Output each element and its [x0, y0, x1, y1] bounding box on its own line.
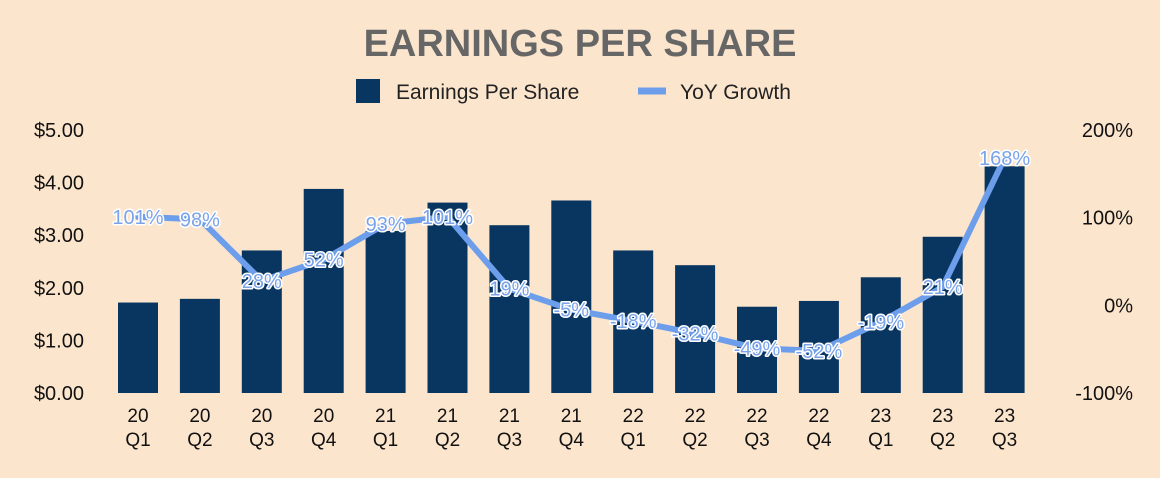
category-label-quarter: Q4 — [559, 430, 585, 451]
left-tick-label: $1.00 — [34, 330, 84, 352]
yoy-point-label: 168% — [979, 148, 1030, 170]
category-label-quarter: Q1 — [125, 430, 150, 451]
eps-bar — [551, 200, 592, 393]
category-label-quarter: Q2 — [682, 430, 707, 451]
left-axis-ticks: $0.00 $1.00 $2.00 $3.00 $4.00 $5.00 — [34, 120, 84, 405]
category-label-year: 23 — [994, 406, 1015, 427]
yoy-point-label: -52% — [796, 341, 843, 363]
yoy-point-label: -49% — [734, 338, 781, 360]
category-label-quarter: Q3 — [744, 430, 769, 451]
chart-title: EARNINGS PER SHARE — [364, 23, 797, 65]
eps-bars — [118, 166, 1025, 393]
legend: Earnings Per Share YoY Growth — [356, 79, 791, 104]
category-label-year: 21 — [437, 406, 458, 427]
category-labels: 20 Q1 20 Q2 20 Q3 20 Q4 21 Q1 21 Q2 21 Q3 21 Q4 22 Q1 22 Q2… — [125, 406, 1017, 451]
category-label-quarter: Q3 — [992, 430, 1017, 451]
eps-bar — [118, 302, 158, 393]
category-label-year: 23 — [932, 406, 953, 427]
eps-bar — [984, 166, 1025, 393]
yoy-growth-line — [135, 155, 1008, 354]
category-label-year: 20 — [127, 406, 148, 427]
category-label-year: 22 — [685, 406, 706, 427]
category-label-year: 20 — [251, 406, 272, 427]
yoy-point-label: 19% — [489, 279, 529, 301]
right-axis-ticks: -100% 0% 100% 200% — [1075, 120, 1133, 405]
yoy-point-labels: 101% 98% 28% 52% 93% 101% 19% -5% -18% -32% -49% -5… — [111, 147, 1032, 365]
category-label-quarter: Q2 — [435, 430, 460, 451]
left-tick-label: $2.00 — [34, 278, 84, 300]
legend-label-eps: Earnings Per Share — [396, 81, 579, 104]
eps-bar — [303, 188, 344, 393]
category-label-year: 22 — [623, 406, 644, 427]
category-label-year: 22 — [808, 406, 829, 427]
left-tick-label: $5.00 — [34, 120, 84, 142]
right-tick-label: 0% — [1104, 295, 1133, 317]
legend-label-yoy: YoY Growth — [680, 81, 791, 104]
eps-bar — [860, 277, 901, 393]
left-tick-label: $3.00 — [34, 225, 84, 247]
right-tick-label: -100% — [1075, 383, 1133, 405]
yoy-point-label: 28% — [242, 271, 282, 293]
category-label-year: 21 — [375, 406, 396, 427]
category-label-quarter: Q1 — [868, 430, 893, 451]
eps-bar — [365, 230, 406, 393]
category-label-year: 22 — [746, 406, 767, 427]
category-label-year: 23 — [870, 406, 891, 427]
category-label-year: 20 — [189, 406, 210, 427]
left-tick-label: $0.00 — [34, 383, 84, 405]
category-label-quarter: Q1 — [621, 430, 646, 451]
category-label-quarter: Q2 — [187, 430, 212, 451]
yoy-point-label: -19% — [857, 312, 904, 334]
category-label-quarter: Q2 — [930, 430, 955, 451]
category-label-quarter: Q4 — [806, 430, 832, 451]
yoy-point-label: -5% — [554, 300, 590, 322]
yoy-point-label: 98% — [180, 209, 220, 231]
legend-swatch-eps — [356, 79, 380, 103]
yoy-point-label: 101% — [422, 207, 473, 229]
yoy-line-layer — [135, 155, 1008, 354]
category-label-year: 20 — [313, 406, 334, 427]
right-tick-label: 100% — [1082, 208, 1133, 230]
eps-bar — [489, 225, 530, 393]
category-label-quarter: Q3 — [497, 430, 522, 451]
yoy-point-label: 52% — [304, 250, 344, 272]
yoy-point-label: 101% — [112, 207, 163, 229]
category-label-quarter: Q1 — [373, 430, 398, 451]
left-tick-label: $4.00 — [34, 173, 84, 195]
yoy-point-label: 21% — [923, 277, 963, 299]
category-label-quarter: Q4 — [311, 430, 337, 451]
category-label-year: 21 — [561, 406, 582, 427]
category-label-year: 21 — [499, 406, 520, 427]
right-tick-label: 200% — [1082, 120, 1133, 142]
yoy-point-label: -18% — [610, 311, 657, 333]
eps-bar — [179, 298, 220, 393]
yoy-point-label: 93% — [366, 214, 406, 236]
category-label-quarter: Q3 — [249, 430, 274, 451]
yoy-point-label: -32% — [672, 323, 719, 345]
